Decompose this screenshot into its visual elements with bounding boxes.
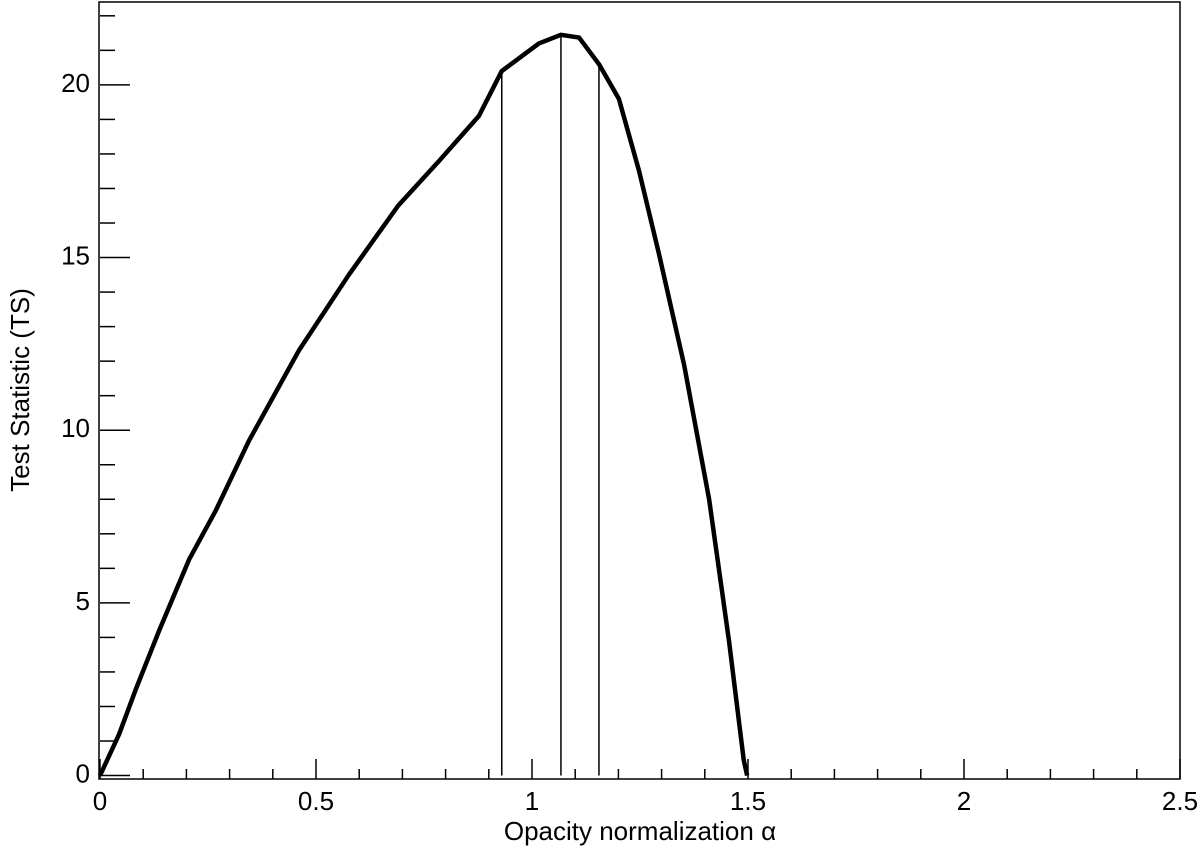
y-tick-label: 0 (76, 758, 90, 788)
plot-frame (98, 1, 1181, 780)
y-tick-label: 20 (61, 68, 90, 98)
x-tick-label: 2 (957, 786, 971, 816)
x-tick-label: 2.5 (1162, 786, 1198, 816)
x-axis-label: Opacity normalization α (504, 816, 776, 846)
x-tick-label: 1.5 (730, 786, 766, 816)
y-axis-label: Test Statistic (TS) (5, 288, 35, 492)
x-tick-label: 0 (93, 786, 107, 816)
y-tick-label: 5 (76, 586, 90, 616)
x-tick-label: 1 (525, 786, 539, 816)
y-tick-label: 10 (61, 413, 90, 443)
y-tick-label: 15 (61, 240, 90, 270)
x-tick-label: 0.5 (298, 786, 334, 816)
data-line (97, 32, 750, 777)
